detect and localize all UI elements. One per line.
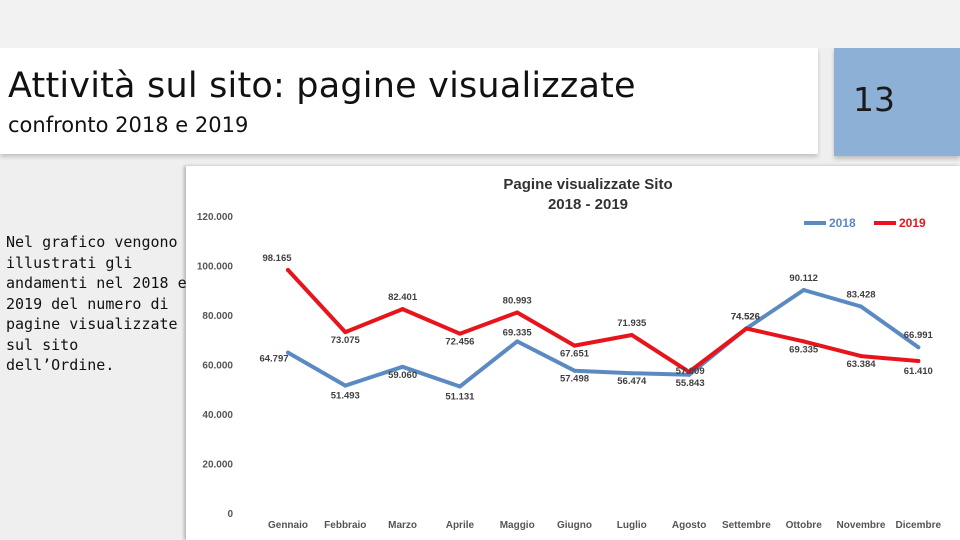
data-point-2018 [859,304,863,309]
data-point-2019 [859,354,863,359]
data-label-2018: 57.498 [560,374,589,385]
body-text: Nel grafico vengono illustrati gli andam… [6,233,187,374]
data-point-2018 [343,383,348,388]
data-point-2019 [801,339,806,344]
data-point-2019 [629,332,634,337]
data-label-2018: 69.335 [503,327,533,338]
data-point-2018 [572,368,577,373]
data-label-2018: 83.428 [846,290,875,301]
data-point-2019 [343,330,348,335]
x-tick-label: Maggio [500,520,535,531]
data-point-2018 [286,350,290,355]
data-label-2018: 51.131 [445,391,475,402]
data-label-2019: 63.384 [846,359,876,370]
data-label-2019: 98.165 [262,253,292,264]
data-label-2019: 82.401 [388,292,418,303]
data-label-2018: 56.474 [617,376,647,387]
y-tick-label: 0 [227,509,233,520]
title-band [0,48,818,154]
data-label-2019: 67.651 [560,349,590,360]
slide-subtitle: confronto 2018 e 2019 [8,113,249,137]
legend-label: 2019 [899,216,926,230]
data-point-2018 [629,371,634,376]
chart-frame: Pagine visualizzate Sito 2018 - 2019 0 20.0… [186,166,960,540]
chart: Pagine visualizzate Sito 2018 - 2019 0 20.0… [197,176,942,531]
x-tick-label: Ottobre [786,520,823,531]
data-point-2018 [457,384,462,389]
data-point-2019 [515,310,520,315]
y-tick-label: 120.000 [197,212,234,223]
data-label-2019: 74.526 [731,312,760,323]
y-tick-label: 40.000 [202,410,233,421]
data-label-2019: 61.410 [904,366,933,377]
series-line-2019 [286,268,921,374]
data-label-2019: 71.935 [617,318,647,329]
data-point-2019 [400,307,405,312]
data-label-2018: 55.843 [676,378,705,389]
y-tick-label: 100.000 [197,262,234,273]
data-label-2019: 72.456 [445,337,474,348]
data-label-2018: 90.112 [789,273,818,284]
x-tick-label: Luglio [617,520,647,531]
chart-title-line: Pagine visualizzate Sito [503,176,672,193]
y-tick-label: 20.000 [202,460,233,471]
data-point-2019 [572,343,577,348]
data-label-2018: 66.991 [904,330,934,341]
legend-label: 2018 [829,216,856,230]
data-point-2018 [687,372,692,377]
data-label-2019: 80.993 [503,296,532,307]
data-point-2019 [457,331,462,336]
x-tick-label: Novembre [837,520,886,531]
x-tick-label: Giugno [557,520,592,531]
x-tick-label: Settembre [722,520,771,531]
data-label-2018: 64.797 [259,354,288,365]
series-line-2018 [286,288,921,389]
y-tick-label: 60.000 [202,361,233,372]
data-point-2019 [916,359,921,364]
page-number-box: 13 [834,48,960,156]
slide-title: Attività sul sito: pagine visualizzate [8,66,636,106]
x-tick-label: Aprile [446,520,475,531]
data-point-2018 [916,345,921,350]
page-number: 13 [853,80,895,119]
x-tick-label: Agosto [672,520,706,531]
data-label-2019: 69.335 [789,344,819,355]
data-point-2018 [801,287,806,292]
data-point-2019 [286,268,290,273]
data-label-2019: 57.009 [676,366,705,377]
data-label-2018: 74.526 [731,312,760,323]
data-point-2018 [400,364,405,369]
x-tick-label: Dicembre [896,520,942,531]
data-label-2019: 73.075 [331,335,361,346]
x-tick-label: Febbraio [324,520,366,531]
data-label-2018: 51.493 [331,391,360,402]
y-tick-label: 80.000 [202,311,233,322]
chart-title-line: 2018 - 2019 [548,196,628,213]
top-strip [0,0,960,48]
x-tick-label: Gennaio [268,520,308,531]
data-point-2018 [515,339,520,344]
data-point-2019 [744,326,749,331]
data-point-2019 [687,369,692,374]
x-tick-label: Marzo [388,520,417,531]
data-label-2018: 59.060 [388,370,417,381]
